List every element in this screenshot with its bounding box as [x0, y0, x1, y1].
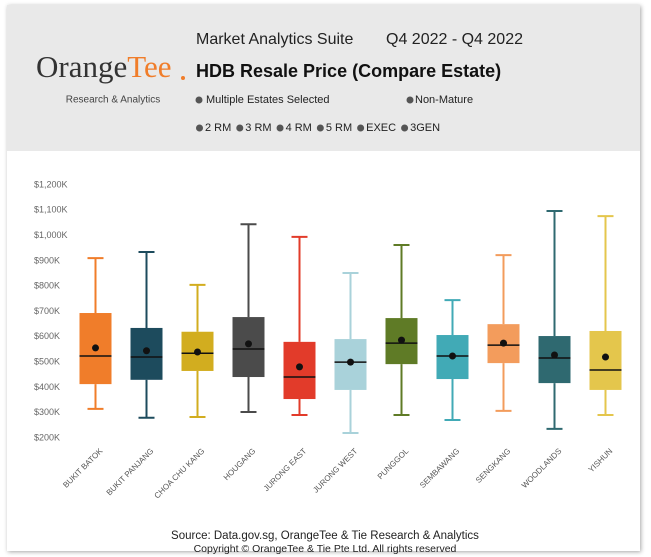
y-tick-label: $1,200K — [34, 179, 68, 189]
flat-type: 5 RM — [326, 122, 352, 134]
y-tick-label: $900K — [34, 255, 60, 265]
bullet — [406, 96, 414, 104]
upper-whisker — [495, 254, 512, 325]
suite-name: Market Analytics Suite — [196, 31, 354, 48]
bullet — [276, 124, 284, 132]
mean — [398, 336, 405, 344]
upper-whisker — [240, 223, 257, 318]
bullet — [401, 124, 409, 132]
lower-whisker — [138, 379, 155, 419]
y-tick-label: $1,000K — [34, 230, 68, 240]
y-tick-label: $1,100K — [34, 205, 68, 215]
lower-whisker — [291, 399, 308, 416]
mean — [602, 353, 609, 361]
y-tick-label: $600K — [34, 331, 60, 341]
lower-whisker — [342, 389, 359, 434]
lower-whisker — [240, 377, 257, 413]
lower-whisker — [444, 379, 461, 422]
flat-type-filters: 2 RM 3 RM 4 RM 5 RM EXEC 3GEN — [196, 122, 440, 134]
y-tick-label: $800K — [34, 281, 60, 291]
source: Source: Data.gov.sg, OrangeTee & Tie Res… — [171, 530, 479, 542]
upper-whisker — [87, 257, 104, 314]
y-tick-label: $700K — [34, 306, 60, 316]
bullet — [236, 124, 244, 132]
flat-type: 2 RM — [205, 122, 231, 134]
bullet — [316, 124, 324, 132]
period: Q4 2022 - Q4 2022 — [386, 31, 523, 48]
y-tick-label: $300K — [34, 407, 60, 417]
mean — [347, 358, 354, 366]
y-tick-label: $200K — [34, 432, 60, 442]
upper-whisker — [444, 299, 461, 336]
estate-filter: Multiple Estates Selected — [206, 94, 330, 106]
bullet — [195, 96, 203, 104]
upper-whisker — [393, 243, 410, 319]
maturity-filter: Non-Mature — [415, 94, 473, 106]
y-tick-label: $500K — [34, 356, 60, 366]
upper-whisker — [342, 272, 359, 340]
lower-whisker — [189, 370, 206, 419]
y-tick-label: $400K — [34, 382, 60, 392]
lower-whisker — [393, 364, 410, 416]
mean — [194, 348, 201, 356]
logo-part: Orange — [36, 49, 127, 84]
logo-dot — [181, 76, 185, 80]
flat-type: 3 RM — [245, 122, 271, 134]
lower-whisker — [87, 384, 104, 410]
upper-whisker — [291, 235, 308, 342]
report-title: HDB Resale Price (Compare Estate) — [196, 61, 501, 81]
lower-whisker — [546, 383, 563, 430]
box — [538, 336, 571, 384]
logo-subtitle: Research & Analytics — [66, 95, 161, 106]
mean — [92, 344, 99, 352]
mean — [449, 352, 456, 360]
bullet — [357, 124, 365, 132]
mean — [551, 351, 558, 359]
flat-type: 3GEN — [410, 122, 440, 134]
upper-whisker — [189, 283, 206, 332]
mean — [296, 363, 303, 371]
logo: OrangeTee — [36, 49, 172, 84]
copyright: Copyright © OrangeTee & Tie Pte Ltd. All… — [194, 543, 457, 555]
mean — [143, 347, 150, 355]
upper-whisker — [138, 251, 155, 328]
mean — [500, 339, 507, 347]
flat-type: 4 RM — [286, 122, 312, 134]
flat-type: EXEC — [366, 122, 396, 134]
upper-whisker — [597, 215, 614, 331]
lower-whisker — [597, 389, 614, 416]
upper-whisker — [546, 210, 563, 337]
logo-part: Tee — [127, 49, 171, 84]
box — [283, 341, 316, 400]
lower-whisker — [495, 363, 512, 412]
mean — [245, 340, 252, 348]
bullet — [196, 124, 203, 132]
